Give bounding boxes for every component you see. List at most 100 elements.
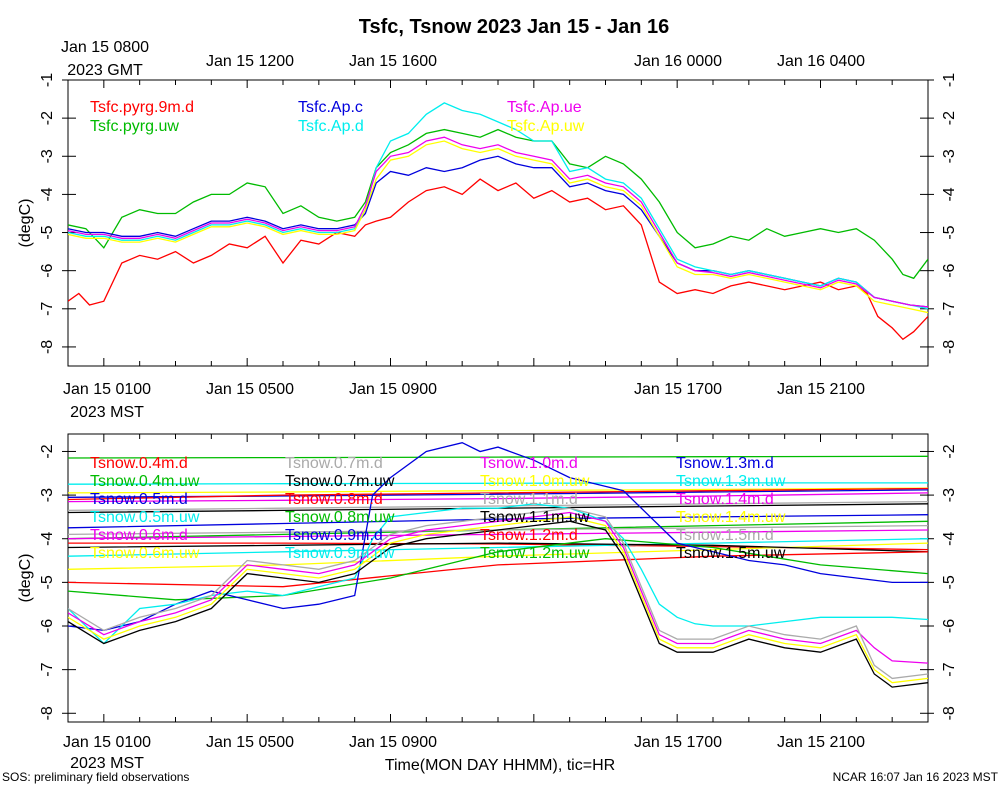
mst-bottom-label-0900: Jan 15 0900: [349, 734, 437, 751]
legend-Tsnow-1-2m-uw: Tsnow.1.2m.uw: [480, 545, 590, 562]
gmt-label-1200: Jan 15 1200: [206, 53, 294, 70]
legend-Tsnow-1-1m-d: Tsnow.1.1m.d: [480, 491, 578, 508]
bottom-y-tick-label-right: -6: [941, 619, 958, 633]
bottom-y-tick-label: -7: [39, 662, 56, 676]
x-axis-title: Time(MON DAY HHMM), tic=HR: [385, 757, 615, 774]
series-line-Tsnow-1-2m-uw: [68, 538, 928, 601]
legend-Tsnow-0-6m-d: Tsnow.0.6m.d: [90, 527, 188, 544]
series-line-Tsfc-pyrg-9m-d: [68, 178, 928, 341]
mst-mid-label-1700: Jan 15 1700: [634, 381, 722, 398]
legend-Tsnow-0-8m-uw: Tsnow.0.8m.uw: [285, 509, 395, 526]
bottom-y-tick-label-right: -4: [941, 532, 958, 546]
mst-mid-label-0900: Jan 15 0900: [349, 381, 437, 398]
legend-Tsnow-0-4m-d: Tsnow.0.4m.d: [90, 455, 188, 472]
bottom-y-axis-title: (degC): [17, 554, 34, 603]
legend-Tsnow-0-8m-d: Tsnow.0.8m.d: [285, 491, 383, 508]
bottom-y-tick-label: -5: [39, 575, 56, 589]
chart-title: Tsfc, Tsnow 2023 Jan 15 - Jan 16: [359, 16, 670, 38]
legend-Tsnow-1-5m-d: Tsnow.1.5m.d: [676, 527, 774, 544]
legend-Tsnow-0-9m-d: Tsnow.0.9m.d: [285, 527, 383, 544]
legend-Tsfc-Ap-c: Tsfc.Ap.c: [298, 99, 363, 116]
legend-Tsnow-1-1m-uw: Tsnow.1.1m.uw: [480, 509, 590, 526]
top-y-tick-label-right: -6: [941, 263, 958, 277]
legend-Tsnow-1-4m-uw: Tsnow.1.4m.uw: [676, 509, 786, 526]
gmt-first-label-line1: Jan 15 0800: [61, 39, 149, 56]
top-y-tick-label: -5: [39, 225, 56, 239]
series-line-Tsnow-0-7m-d: [68, 500, 928, 512]
top-y-axis-title: (degC): [17, 199, 34, 248]
top-y-tick-label: -7: [39, 302, 56, 316]
gmt-label-0400: Jan 16 0400: [777, 53, 865, 70]
series-line-Tsnow-1-4m-uw: [68, 516, 928, 684]
legend-Tsnow-1-2m-d: Tsnow.1.2m.d: [480, 527, 578, 544]
mst-bottom-first-label-line1: Jan 15 0100: [63, 734, 151, 751]
legend-Tsnow-0-7m-d: Tsnow.0.7m.d: [285, 455, 383, 472]
bottom-y-tick-label: -2: [39, 444, 56, 458]
mst-mid-first-label-line1: Jan 15 0100: [63, 381, 151, 398]
top-y-tick-label-right: -7: [941, 302, 958, 316]
legend-Tsnow-0-9m-uw: Tsnow.0.9m.uw: [285, 545, 395, 562]
mid-axis-mst-labels: Jan 15 0100 2023 MST Jan 15 0500 Jan 15 …: [63, 381, 865, 421]
legend-Tsnow-0-7m-uw: Tsnow.0.7m.uw: [285, 473, 395, 490]
gmt-label-1600: Jan 15 1600: [349, 53, 437, 70]
bottom-y-tick-label-right: -3: [941, 488, 958, 502]
series-line-Tsnow-1-3m-uw: [68, 503, 928, 645]
series-line-Tsnow-0-9m-d: [68, 514, 928, 529]
gmt-label-0000: Jan 16 0000: [634, 53, 722, 70]
bottom-y-tick-label: -4: [39, 532, 56, 546]
legend-Tsnow-1-5m-uw: Tsnow.1.5m.uw: [676, 545, 786, 562]
series-line-Tsnow-0-9m-uw: [68, 538, 928, 557]
bottom-panel: -8 -8 -7 -7 -6 -6 -5 -5 -4 -4 -3 -3 -2 -2 (degC) Tsnow.…: [17, 433, 958, 723]
series-line-Tsnow-0-4m-uw: [68, 455, 928, 459]
top-plot-frame: [67, 79, 929, 367]
series-line-Tsnow-1-5m-uw: [68, 520, 928, 688]
bottom-y-tick-label-right: -2: [941, 444, 958, 458]
top-y-tick-label: -6: [39, 263, 56, 277]
series-line-Tsfc-Ap-uw: [68, 140, 928, 314]
top-y-tick-label: -4: [39, 187, 56, 201]
mst-bottom-label-1700: Jan 15 1700: [634, 734, 722, 751]
mst-mid-label-2100: Jan 15 2100: [777, 381, 865, 398]
top-axis-gmt-labels: Jan 15 0800 2023 GMT Jan 15 1200 Jan 15 …: [61, 39, 865, 79]
series-line-Tsfc-Ap-ue: [68, 136, 928, 308]
legend-Tsfc-Ap-uw: Tsfc.Ap.uw: [507, 118, 585, 135]
series-line-Tsnow-1-2m-d: [68, 551, 928, 588]
top-y-tick-label: -2: [39, 111, 56, 125]
bottom-y-tick-label-right: -7: [941, 662, 958, 676]
mst-bottom-label-0500: Jan 15 0500: [206, 734, 294, 751]
mst-mid-first-label-line2: 2023 MST: [70, 404, 144, 421]
legend-Tsnow-1-4m-d: Tsnow.1.4m.d: [676, 491, 774, 508]
top-y-tick-label-right: -2: [941, 111, 958, 125]
top-y-tick-label-right: -3: [941, 149, 958, 163]
legend-Tsnow-0-6m-uw: Tsnow.0.6m.uw: [90, 545, 200, 562]
legend-Tsfc-Ap-d: Tsfc.Ap.d: [298, 118, 364, 135]
bottom-y-tick-label-right: -5: [941, 575, 958, 589]
bottom-series-group: [68, 442, 928, 688]
top-y-tick-label: -1: [39, 73, 56, 87]
legend-Tsnow-0-5m-uw: Tsnow.0.5m.uw: [90, 509, 200, 526]
series-line-Tsnow-0-8m-d: [68, 487, 928, 501]
series-line-Tsnow-0-6m-d: [68, 492, 928, 503]
mst-mid-label-0500: Jan 15 0500: [206, 381, 294, 398]
top-y-tick-label: -8: [39, 340, 56, 354]
legend-Tsnow-1-0m-uw: Tsnow.1.0m.uw: [480, 473, 590, 490]
footer-right: NCAR 16:07 Jan 16 2023 MST: [833, 770, 999, 784]
legend-Tsnow-1-3m-d: Tsnow.1.3m.d: [676, 455, 774, 472]
legend-Tsfc-pyrg-uw: Tsfc.pyrg.uw: [90, 118, 179, 135]
top-y-tick-label-right: -4: [941, 187, 958, 201]
series-line-Tsfc-pyrg-uw: [68, 128, 928, 280]
bottom-y-tick-label: -3: [39, 488, 56, 502]
legend-Tsnow-0-5m-d: Tsnow.0.5m.d: [90, 491, 188, 508]
mst-bottom-first-label-line2: 2023 MST: [70, 755, 144, 772]
top-y-tick-label-right: -1: [941, 73, 958, 87]
top-y-tick-label: -3: [39, 149, 56, 163]
bottom-axis-mst-labels: Jan 15 0100 2023 MST Jan 15 0500 Jan 15 …: [63, 734, 865, 772]
series-line-Tsnow-0-6m-uw: [68, 487, 928, 494]
bottom-y-tick-label: -6: [39, 619, 56, 633]
gmt-first-label-line2: 2023 GMT: [67, 62, 143, 79]
series-line-Tsnow-1-4m-d: [68, 511, 928, 664]
legend-Tsfc-pyrg-9m-d: Tsfc.pyrg.9m.d: [90, 99, 194, 116]
series-line-Tsnow-1-5m-d: [68, 507, 928, 680]
legend-Tsnow-0-4m-uw: Tsnow.0.4m.uw: [90, 473, 200, 490]
